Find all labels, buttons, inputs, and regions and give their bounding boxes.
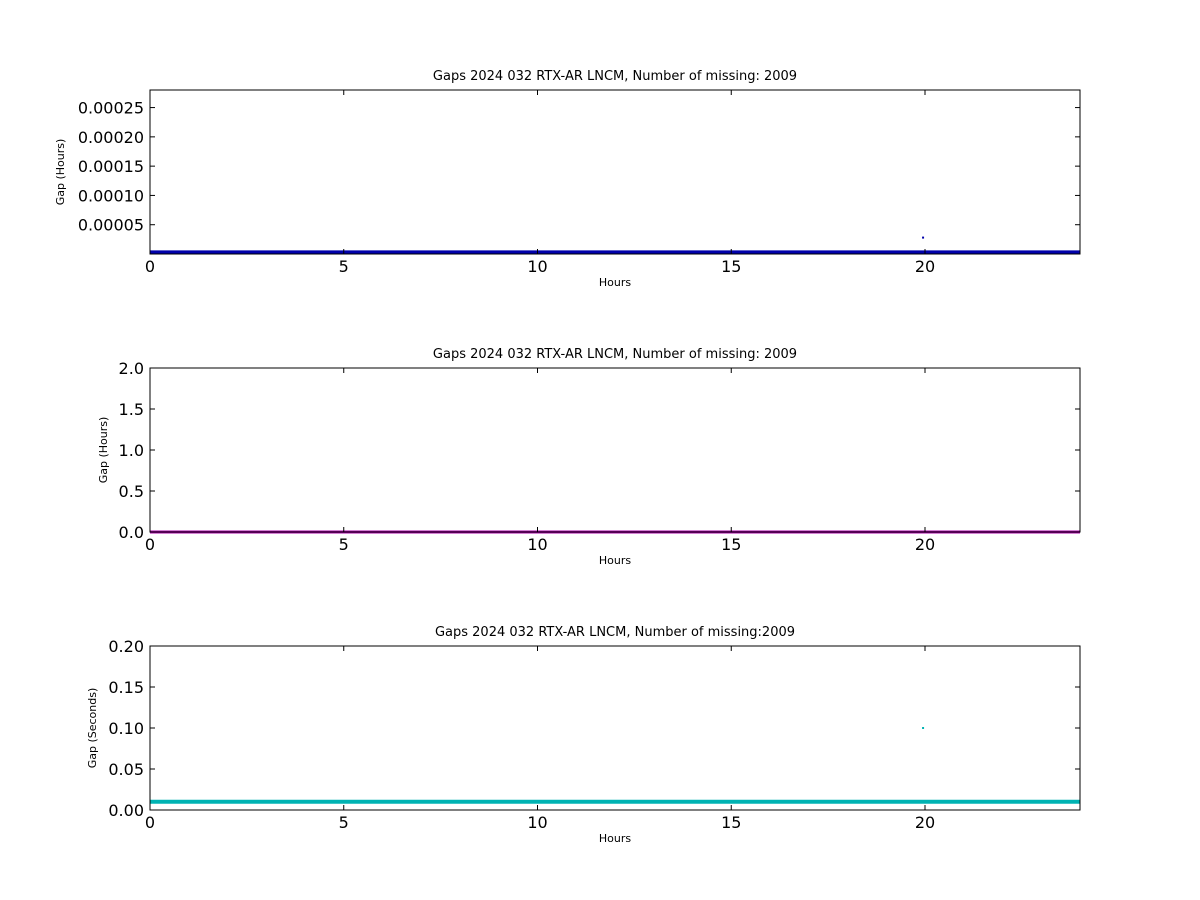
x-tick-label: 5: [339, 813, 349, 832]
y-tick-label: 0.00010: [78, 186, 144, 205]
y-axis-label: Gap (Seconds): [86, 688, 99, 769]
x-tick-label: 20: [915, 813, 935, 832]
x-tick-label: 15: [721, 813, 741, 832]
x-tick-label: 20: [915, 535, 935, 554]
y-tick-label: 0.5: [119, 482, 144, 501]
y-tick-label: 0.00005: [78, 216, 144, 235]
x-tick-label: 10: [527, 535, 547, 554]
y-tick-label: 0.00025: [78, 99, 144, 118]
x-tick-label: 10: [527, 813, 547, 832]
y-tick-label: 0.0: [119, 523, 144, 542]
x-tick-label: 0: [145, 257, 155, 276]
chart-title: Gaps 2024 032 RTX-AR LNCM, Number of mis…: [433, 69, 797, 84]
x-tick-label: 5: [339, 535, 349, 554]
y-tick-label: 0.00015: [78, 157, 144, 176]
data-point: [922, 236, 925, 239]
x-axis-label: Hours: [599, 554, 631, 567]
x-tick-label: 15: [721, 535, 741, 554]
y-tick-label: 1.5: [119, 400, 144, 419]
x-tick-label: 10: [527, 257, 547, 276]
x-axis-label: Hours: [599, 276, 631, 289]
data-point: [922, 727, 925, 729]
chart-title: Gaps 2024 032 RTX-AR LNCM, Number of mis…: [433, 347, 797, 362]
x-tick-label: 5: [339, 257, 349, 276]
plot-frame: [149, 367, 1081, 533]
y-tick-label: 2.0: [119, 359, 144, 378]
x-tick-label: 0: [145, 813, 155, 832]
y-tick-label: 0.00: [108, 801, 144, 820]
y-axis-label: Gap (Hours): [54, 139, 67, 206]
y-axis-label: Gap (Hours): [97, 417, 110, 484]
x-tick-label: 20: [915, 257, 935, 276]
y-tick-label: 0.20: [108, 637, 144, 656]
plot-frame: [149, 89, 1081, 255]
y-tick-label: 0.15: [108, 678, 144, 697]
y-tick-label: 0.00020: [78, 128, 144, 147]
y-tick-label: 0.10: [108, 719, 144, 738]
x-tick-label: 15: [721, 257, 741, 276]
y-tick-label: 0.05: [108, 760, 144, 779]
y-tick-label: 1.0: [119, 441, 144, 460]
x-axis-label: Hours: [599, 832, 631, 845]
chart-title: Gaps 2024 032 RTX-AR LNCM, Number of mis…: [435, 625, 795, 640]
x-tick-label: 0: [145, 535, 155, 554]
plot-frame: [149, 645, 1081, 811]
